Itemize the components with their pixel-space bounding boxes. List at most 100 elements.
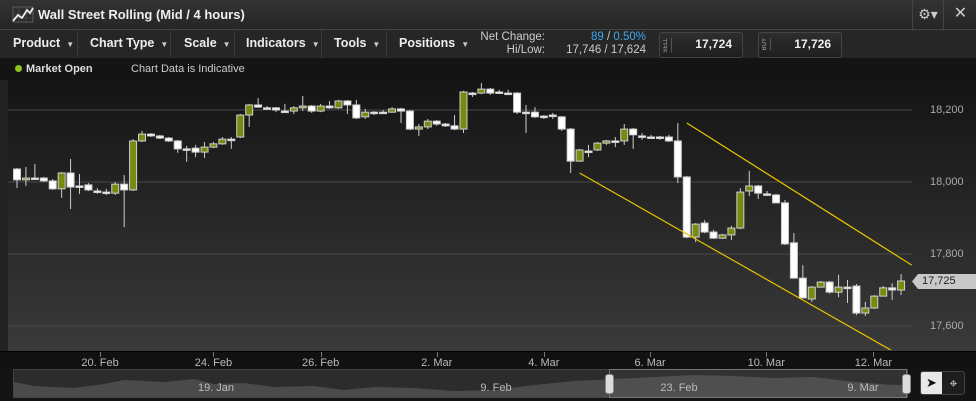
candle-up [575,149,584,162]
settings-button[interactable]: ⚙▾ [912,0,943,29]
chart-area[interactable] [8,80,976,351]
candle-down [263,107,272,110]
trendline[interactable] [579,172,912,351]
candle-down [611,140,620,143]
x-tick [873,352,875,357]
menu-product[interactable]: Product ▼ [0,30,78,58]
candle-down [30,177,39,181]
menu-positions[interactable]: Positions ▼ [388,30,473,58]
crosshair-tool-button[interactable]: ⌖ [943,372,964,394]
separator: / [606,31,611,43]
navigator-series [14,375,907,397]
candle-up [414,126,423,130]
candle-up [477,88,486,94]
candle-down [66,172,75,188]
status-bar: Market Open Chart Data is Indicative [0,58,976,80]
candle-down [307,105,316,112]
candle-down [530,111,539,118]
candle-down [75,185,84,188]
navigator-right-handle[interactable] [902,374,911,394]
candle-down [405,110,414,130]
candle-down [673,140,682,178]
candle-down [432,120,441,125]
candle-down [629,128,638,136]
trendline[interactable] [686,122,912,266]
candle-down [48,180,57,190]
menu-scale[interactable]: Scale ▼ [172,30,235,58]
candle-up [620,128,629,142]
title-bar: Wall Street Rolling (Mid / 4 hours) ⚙▾ ✕ [0,0,976,30]
cursor-arrow-icon: ➤ [926,375,937,390]
y-tick-label: 18,000 [930,176,964,188]
menu-chart-type[interactable]: Chart Type ▼ [79,30,171,58]
candle-up [736,191,745,229]
candle-down [566,128,575,162]
line-chart-icon [12,6,34,23]
buy-price: 17,726 [794,37,831,51]
net-change-points: 89 [590,31,604,43]
candle-down [441,123,450,127]
menu-label: Chart Type [90,36,155,50]
chevron-down-icon: ▼ [66,40,75,49]
candle-up [861,307,870,314]
chevron-down-icon: ▼ [372,40,381,49]
candle-down [852,285,861,314]
candle-down [557,116,566,130]
candle-up [879,287,888,297]
candle-down [343,100,352,106]
candle-down [763,193,772,196]
hilow-label: Hi/Low: [506,44,545,56]
candle-up [316,105,325,112]
candle-down [682,176,691,238]
candle-up [218,138,227,145]
candle-up [298,105,307,109]
candle-up [388,108,397,113]
sell-button[interactable]: SELL 17,724 [659,32,743,58]
navigator-left-handle[interactable] [604,374,614,394]
x-tick-label: 10. Mar [747,357,785,369]
candle-up [111,183,120,194]
pointer-tool-button[interactable]: ➤ [921,372,942,394]
candle-down [93,190,102,193]
candle-down [468,92,477,96]
navigator[interactable]: 19. Jan 9. Feb 23. Feb 9. Mar [13,369,911,398]
candle-up [138,133,147,142]
candle-down [700,222,709,233]
candle-up [727,227,736,236]
y-tick-label: 17,600 [930,320,964,332]
x-tick-label: 2. Mar [421,357,453,369]
close-button[interactable]: ✕ [943,0,976,29]
chevron-down-icon: ▼ [461,40,470,49]
market-status-dot [15,65,22,72]
candle-up [57,172,66,190]
menu-tools[interactable]: Tools ▼ [323,30,387,58]
buy-button[interactable]: BUY 17,726 [758,32,842,58]
x-tick-label: 24. Feb [194,357,233,369]
candle-down [155,135,164,139]
menu-label: Tools [334,36,367,50]
x-tick-label: 26. Feb [301,357,340,369]
candle-up [289,107,298,112]
candle-down [254,104,263,108]
menu-indicators[interactable]: Indicators ▼ [236,30,322,58]
chart-tools: ➤ ⌖ [920,371,965,395]
candle-down [486,88,495,94]
candle-up [334,100,343,109]
candle-down [789,242,798,279]
net-change-label: Net Change: [480,31,545,43]
candle-up [816,281,825,288]
candle-down [780,202,789,245]
menu-label: Positions [399,36,456,50]
candle-down [370,111,379,115]
menu-label: Product [13,36,61,50]
candle-down [173,140,182,150]
candle-up [593,142,602,151]
menu-label: Indicators [246,36,306,50]
candle-down [504,92,513,96]
window-title: Wall Street Rolling (Mid / 4 hours) [38,7,245,22]
y-tick-label: 18,200 [930,104,964,116]
price-chart[interactable] [0,80,976,351]
candle-down [655,136,664,139]
indicative-note: Chart Data is Indicative [131,63,245,75]
x-tick-label: 4. Mar [528,357,560,369]
